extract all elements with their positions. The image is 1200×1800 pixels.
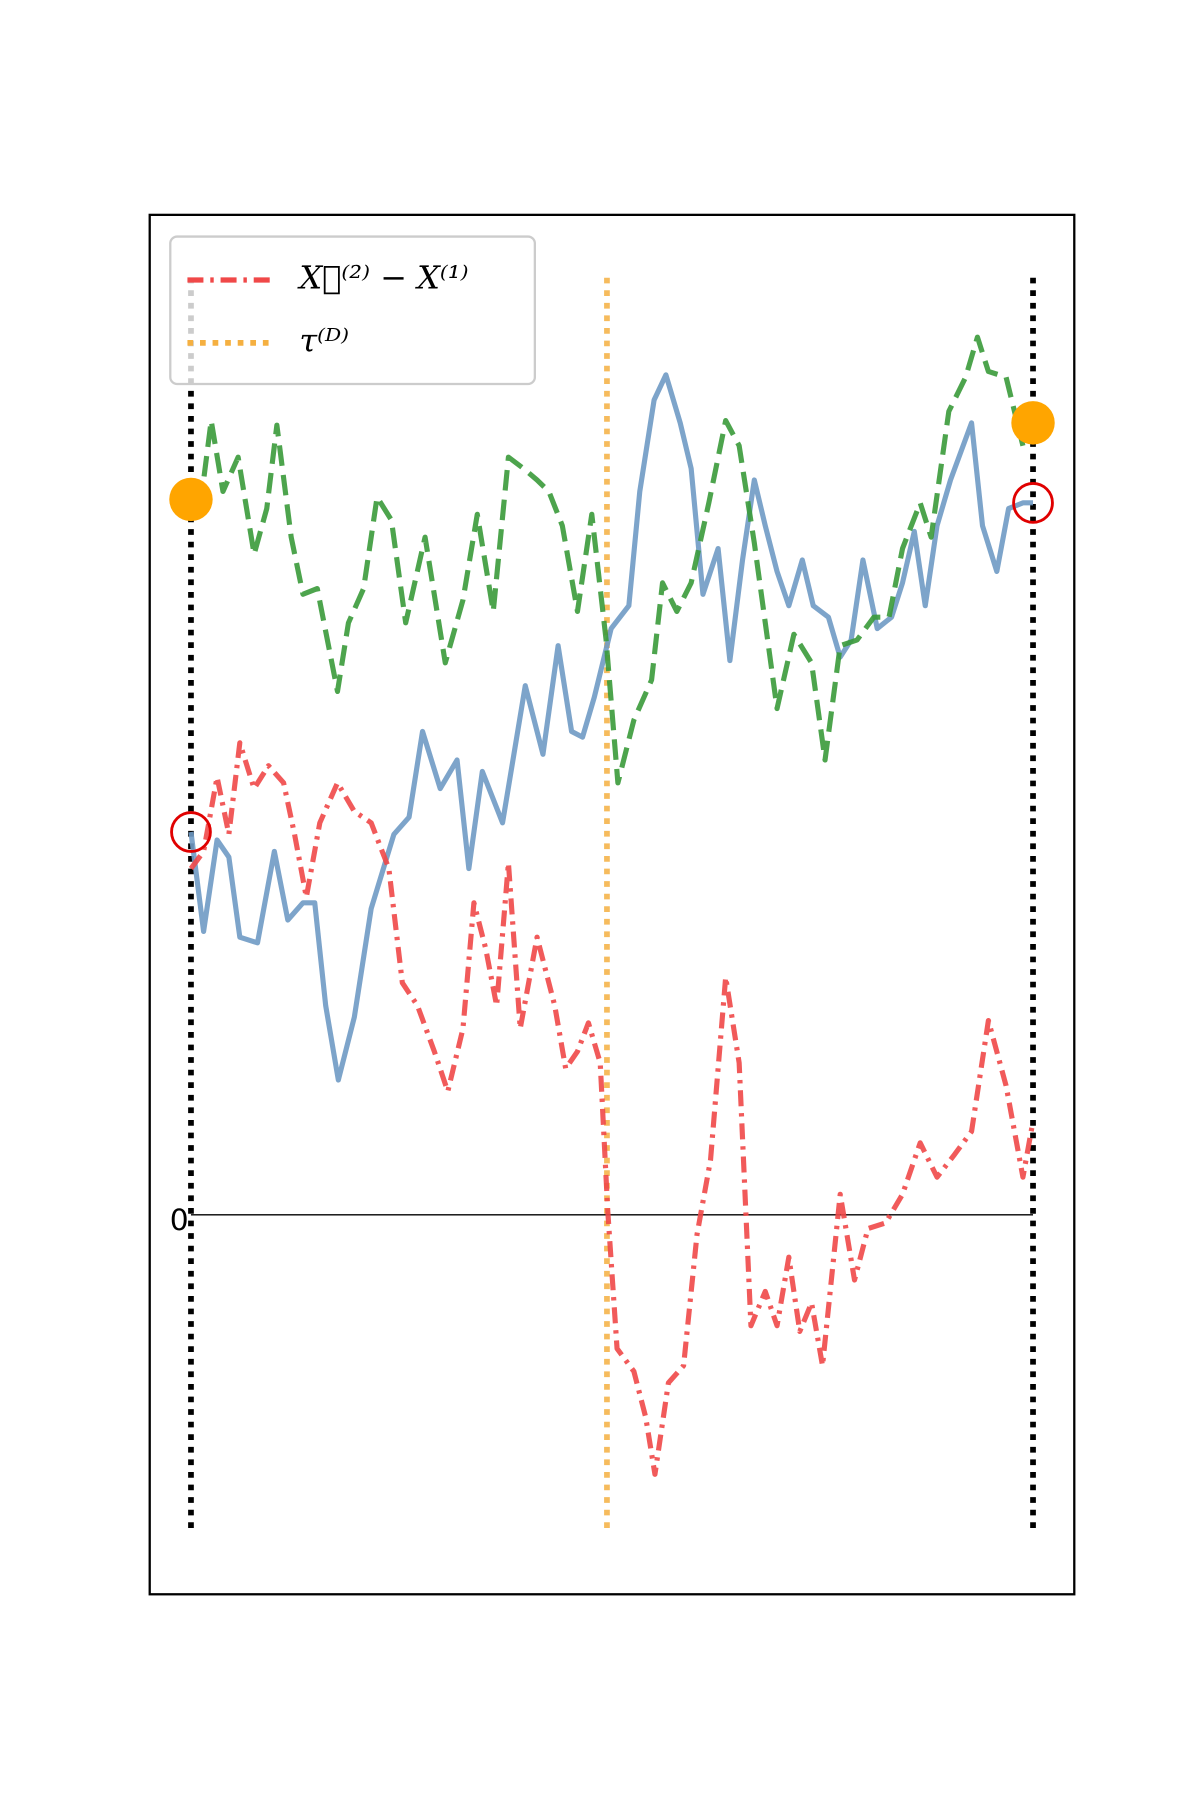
marker (170, 811, 212, 853)
series-line (188, 740, 1035, 1477)
legend-box (169, 235, 536, 386)
y-tick-label: 0 (170, 1203, 189, 1238)
legend-label: τ⁽ᴰ⁾ (299, 321, 349, 359)
series-line (188, 334, 1026, 786)
marker (1012, 482, 1054, 524)
marker (169, 477, 213, 522)
series-line (188, 372, 1034, 1083)
legend: X⃖⁽²⁾ − X⁽¹⁾ τ⁽ᴰ⁾ (169, 235, 536, 386)
plot-frame (148, 213, 1076, 1596)
legend-label: X⃖⁽²⁾ − X⁽¹⁾ (296, 258, 468, 296)
marker (1011, 401, 1055, 445)
